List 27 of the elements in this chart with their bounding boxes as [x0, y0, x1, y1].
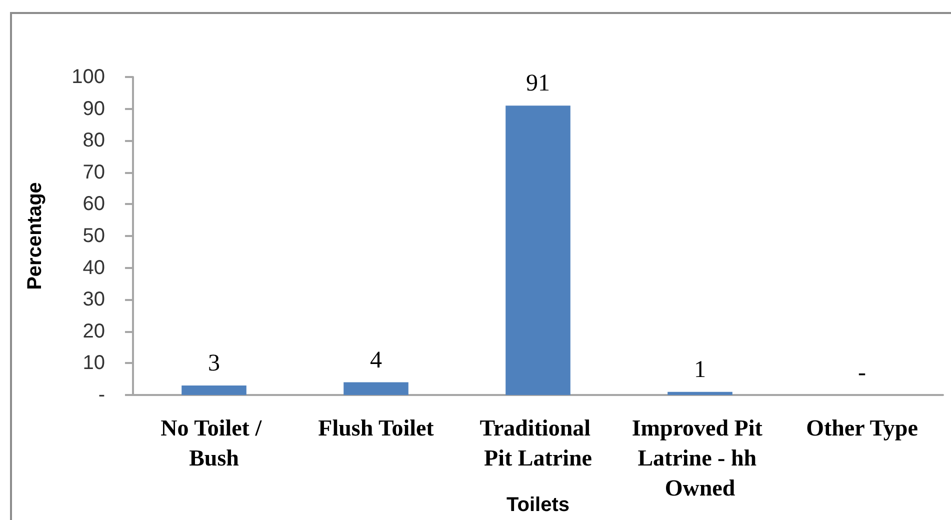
y-tick-label: 30	[82, 288, 105, 311]
y-axis-title: Percentage	[24, 182, 46, 290]
y-tick-label: 40	[82, 256, 105, 279]
data-label: -	[858, 360, 866, 386]
y-tick-label: 70	[82, 161, 105, 184]
y-tick-label: -	[98, 384, 105, 406]
data-label: 1	[694, 356, 706, 383]
data-label: 4	[370, 347, 382, 374]
bar	[506, 106, 570, 395]
x-tick-label: Traditional Pit Latrine	[480, 416, 596, 470]
y-tick-label: 80	[82, 130, 105, 152]
x-tick-label: Flush Toilet	[318, 416, 434, 440]
y-tick-label: 50	[82, 225, 105, 247]
bar	[182, 385, 246, 395]
bar	[668, 392, 732, 395]
y-tick-label: 100	[72, 66, 105, 88]
y-tick-label: 20	[82, 320, 105, 342]
y-tick-label: 90	[82, 98, 105, 120]
y-tick-label: 60	[82, 193, 105, 216]
x-tick-label: Improved Pit Latrine - hh Owned	[632, 416, 768, 500]
bar	[344, 382, 408, 395]
x-tick-label: No Toilet / Bush	[160, 416, 268, 470]
x-axis-title: Toilets	[506, 494, 570, 516]
data-label: 91	[526, 70, 550, 97]
x-tick-label: Other Type	[806, 416, 918, 440]
data-label: 3	[208, 350, 220, 376]
y-tick-label: 10	[82, 352, 105, 374]
